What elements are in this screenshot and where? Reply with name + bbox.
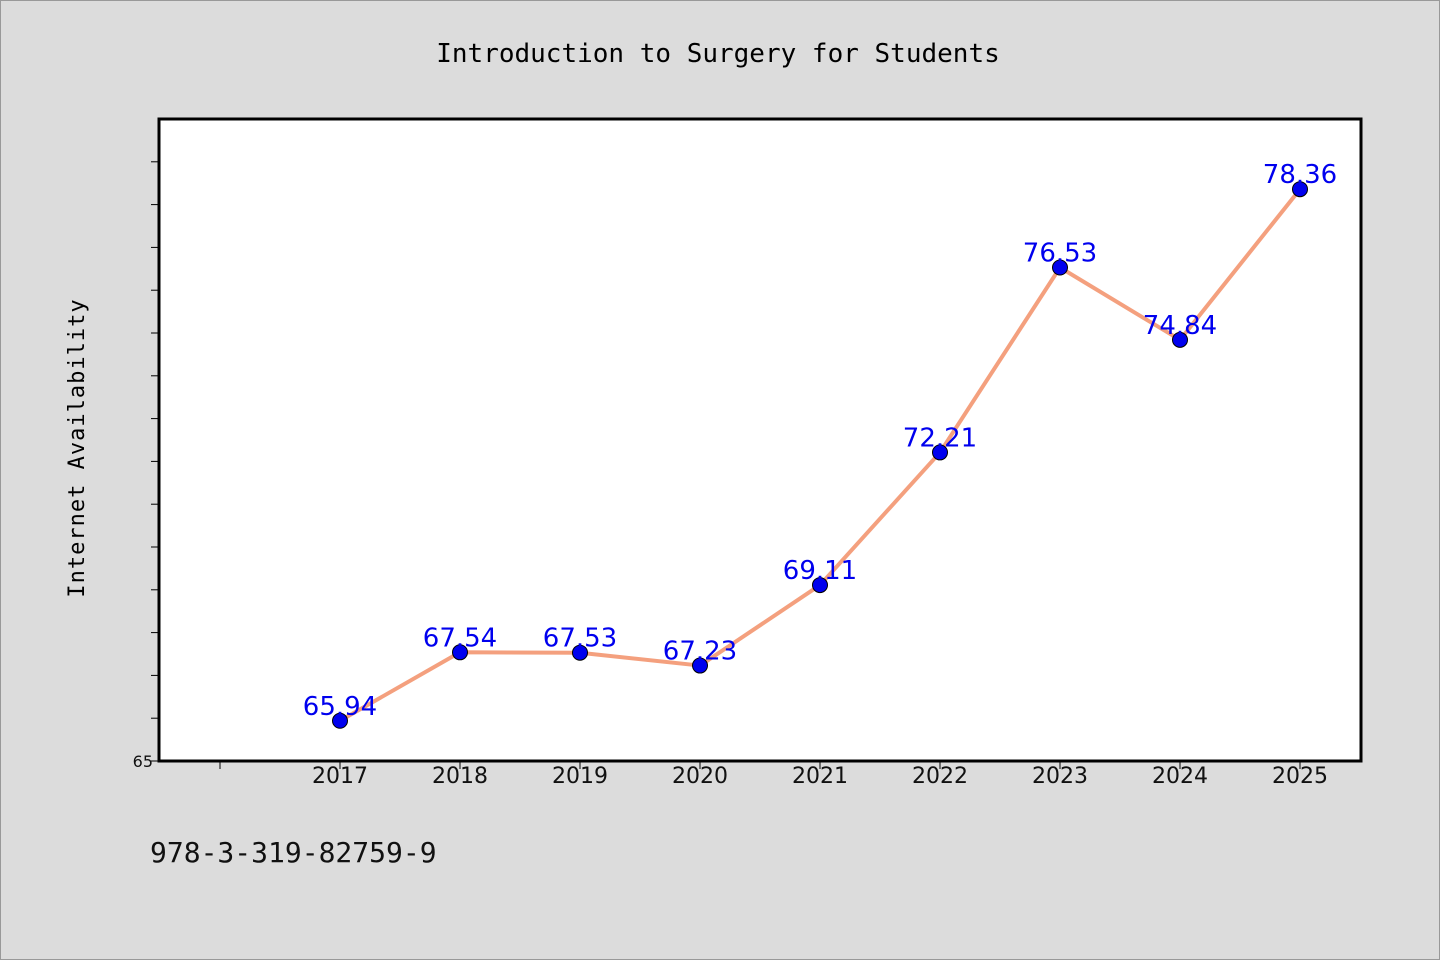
data-labels: 65.94 67.54 67.53 67.23 69.11 72.21 76.53 74.84… (303, 160, 1337, 722)
data-label: 76.53 (1023, 239, 1097, 269)
data-point (572, 644, 588, 661)
data-markers (332, 181, 1308, 729)
x-tick-label: 2024 (1152, 764, 1208, 789)
x-tick-label: 2023 (1032, 764, 1088, 789)
y-axis-ticks: 65 (133, 161, 159, 771)
data-point (1052, 259, 1068, 276)
x-tick-label: 2020 (672, 764, 728, 789)
data-point (932, 444, 948, 461)
isbn-footer: 978-3-319-82759-9 (150, 836, 437, 869)
data-point (692, 657, 708, 674)
data-label: 69.11 (783, 556, 857, 586)
y-tick-label: 65 (133, 752, 153, 771)
data-point (1292, 181, 1308, 198)
data-label: 78.36 (1263, 160, 1337, 190)
data-point (332, 712, 348, 729)
x-tick-label: 2022 (912, 764, 968, 789)
data-point (1172, 331, 1188, 348)
data-point (452, 644, 468, 661)
y-axis-label: Internet Availability (65, 298, 90, 597)
data-label: 67.23 (663, 637, 737, 667)
x-tick-label: 2018 (432, 764, 488, 789)
data-label: 72.21 (903, 423, 977, 453)
x-tick-label: 2019 (552, 764, 608, 789)
data-point (812, 577, 828, 594)
data-label: 67.54 (423, 623, 497, 653)
x-tick-label: 2017 (312, 764, 368, 789)
data-label: 74.84 (1143, 311, 1217, 341)
plot-area (157, 117, 1363, 763)
x-tick-label: 2025 (1272, 764, 1328, 789)
data-label: 65.94 (303, 692, 377, 722)
x-axis-ticks: 2017 2018 2019 2020 2021 2022 2023 2024 2025 (219, 761, 1328, 789)
x-tick-label: 2021 (792, 764, 848, 789)
chart-title: Introduction to Surgery for Students (436, 39, 1000, 69)
data-label: 67.53 (543, 624, 617, 654)
